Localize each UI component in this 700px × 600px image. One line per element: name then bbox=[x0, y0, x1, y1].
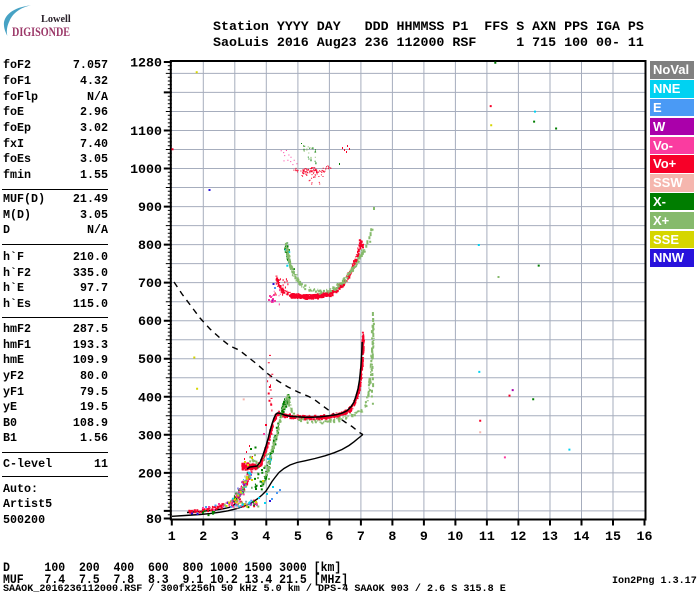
svg-text:200: 200 bbox=[138, 466, 162, 481]
svg-text:13: 13 bbox=[542, 529, 558, 544]
svg-text:900: 900 bbox=[138, 200, 162, 215]
svg-text:80: 80 bbox=[146, 512, 162, 527]
svg-text:12: 12 bbox=[510, 529, 526, 544]
svg-text:4: 4 bbox=[262, 529, 270, 544]
svg-text:16: 16 bbox=[637, 529, 653, 544]
svg-text:5: 5 bbox=[294, 529, 302, 544]
svg-text:2: 2 bbox=[199, 529, 207, 544]
svg-text:10: 10 bbox=[447, 529, 463, 544]
svg-text:1000: 1000 bbox=[130, 162, 162, 177]
svg-text:800: 800 bbox=[138, 238, 162, 253]
svg-text:6: 6 bbox=[325, 529, 333, 544]
svg-text:1100: 1100 bbox=[130, 124, 162, 139]
svg-text:11: 11 bbox=[479, 529, 495, 544]
svg-text:1280: 1280 bbox=[130, 56, 162, 71]
svg-text:15: 15 bbox=[605, 529, 621, 544]
svg-text:3: 3 bbox=[231, 529, 239, 544]
svg-text:7: 7 bbox=[357, 529, 365, 544]
svg-text:300: 300 bbox=[138, 428, 162, 443]
svg-text:600: 600 bbox=[138, 314, 162, 329]
svg-text:9: 9 bbox=[420, 529, 428, 544]
svg-text:700: 700 bbox=[138, 276, 162, 291]
svg-text:8: 8 bbox=[388, 529, 396, 544]
svg-text:1: 1 bbox=[168, 529, 176, 544]
svg-text:400: 400 bbox=[138, 390, 162, 405]
svg-text:500: 500 bbox=[138, 352, 162, 367]
svg-text:14: 14 bbox=[574, 529, 590, 544]
